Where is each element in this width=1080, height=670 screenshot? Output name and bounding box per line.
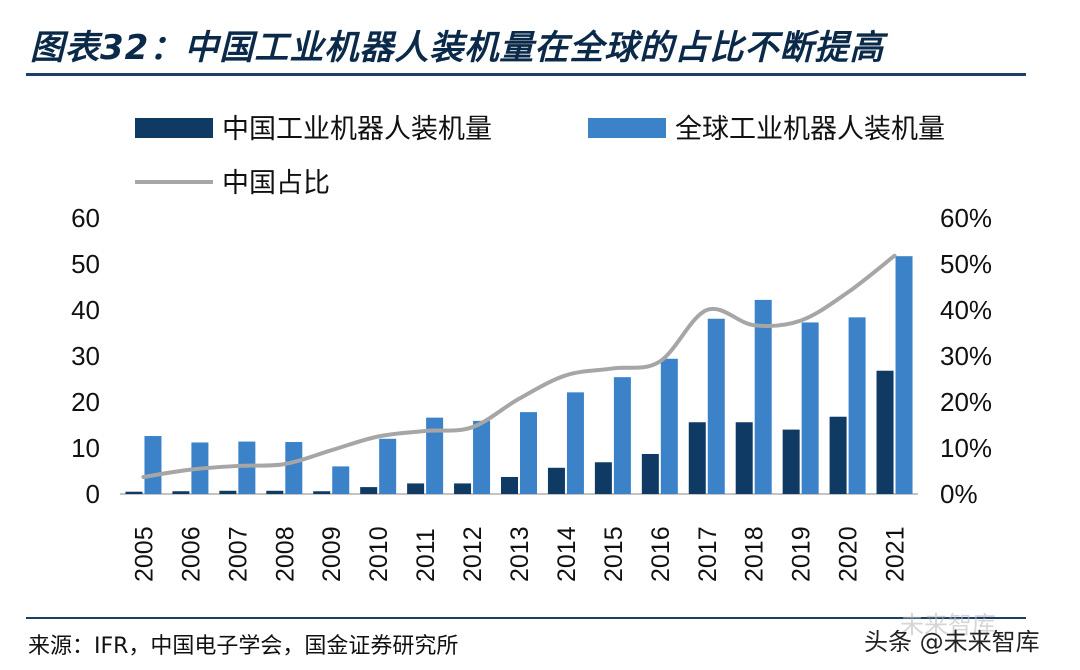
x-tick-label: 2019 bbox=[788, 526, 816, 582]
right-tick-label: 30% bbox=[940, 341, 992, 371]
bar-global bbox=[332, 466, 350, 494]
bar-global bbox=[707, 318, 725, 494]
bar-global bbox=[520, 412, 537, 494]
x-tick-label: 2015 bbox=[600, 526, 628, 582]
x-tick-label: 2021 bbox=[882, 526, 910, 582]
left-tick-label: 50 bbox=[71, 249, 100, 279]
bar-global bbox=[566, 392, 584, 494]
x-tick-label: 2006 bbox=[177, 526, 205, 582]
bar-global bbox=[379, 438, 397, 494]
x-tick-label: 2018 bbox=[741, 526, 769, 582]
left-tick-label: 60 bbox=[71, 203, 100, 233]
left-tick-label: 20 bbox=[71, 387, 100, 417]
bar-global bbox=[238, 441, 256, 494]
bar-china bbox=[407, 483, 425, 494]
footer-divider bbox=[26, 617, 1026, 619]
bar-china bbox=[360, 487, 378, 494]
right-tick-label: 50% bbox=[940, 249, 992, 279]
x-tick-label: 2010 bbox=[365, 526, 393, 582]
bar-china bbox=[313, 491, 331, 494]
left-tick-label: 40 bbox=[71, 295, 100, 325]
bar-global bbox=[473, 420, 491, 494]
legend-swatch-china bbox=[135, 118, 213, 138]
x-tick-label: 2005 bbox=[130, 526, 158, 582]
right-tick-label: 10% bbox=[940, 433, 992, 463]
watermark-faint: 未来智库 bbox=[900, 611, 996, 639]
source-note: 来源：IFR，中国电子学会，国金证券研究所 bbox=[28, 634, 459, 659]
chart-svg: 0 10 20 30 40 50 60 0% 10% 20% 30% 40% 50% 60% 2005 200… bbox=[71, 114, 992, 582]
bar-china bbox=[594, 462, 612, 494]
left-tick-label: 0 bbox=[86, 479, 100, 509]
x-tick-label: 2009 bbox=[318, 526, 346, 582]
bar-china bbox=[454, 483, 472, 494]
bar-china bbox=[125, 491, 143, 494]
right-tick-label: 60% bbox=[940, 203, 992, 233]
x-tick-label: 2007 bbox=[224, 526, 252, 582]
bar-global bbox=[144, 436, 162, 494]
x-tick-label: 2013 bbox=[506, 526, 534, 582]
x-tick-label: 2016 bbox=[647, 526, 675, 582]
bar-china bbox=[782, 429, 800, 494]
bar-global bbox=[801, 322, 819, 494]
legend-label-global: 全球工业机器人装机量 bbox=[675, 114, 945, 145]
x-tick-label: 2017 bbox=[694, 526, 722, 582]
legend-label-china: 中国工业机器人装机量 bbox=[222, 114, 492, 145]
bar-china bbox=[876, 370, 894, 494]
x-tick-label: 2014 bbox=[553, 526, 581, 582]
bar-china bbox=[688, 422, 706, 494]
bar-global bbox=[848, 317, 866, 494]
bar-global bbox=[426, 417, 444, 494]
bar-china bbox=[172, 491, 190, 494]
bar-global bbox=[895, 256, 913, 494]
legend-swatch-global bbox=[588, 118, 666, 138]
right-tick-label: 0% bbox=[940, 479, 978, 509]
left-tick-label: 10 bbox=[71, 433, 100, 463]
x-tick-label: 2012 bbox=[459, 526, 487, 582]
chart-title: 图表32：中国工业机器人装机量在全球的占比不断提高 bbox=[30, 28, 885, 68]
bar-china bbox=[829, 416, 847, 494]
bar-china bbox=[641, 453, 659, 494]
watermark: 头条 @未来智库 bbox=[864, 628, 1040, 656]
bar-global bbox=[660, 358, 678, 494]
title-divider bbox=[26, 73, 1026, 76]
legend-label-share: 中国占比 bbox=[222, 168, 330, 199]
bar-global bbox=[285, 442, 303, 494]
left-tick-label: 30 bbox=[71, 341, 100, 371]
bar-china bbox=[219, 490, 237, 494]
bar-china bbox=[501, 476, 518, 494]
right-tick-label: 40% bbox=[940, 295, 992, 325]
bar-china bbox=[266, 490, 284, 494]
line-china-share bbox=[141, 253, 897, 479]
x-tick-label: 2008 bbox=[271, 526, 299, 582]
bar-global bbox=[613, 377, 631, 494]
right-tick-label: 20% bbox=[940, 387, 992, 417]
bar-global bbox=[754, 299, 772, 494]
x-tick-label: 2011 bbox=[412, 528, 440, 582]
bar-china bbox=[735, 422, 753, 494]
x-tick-label: 2020 bbox=[835, 526, 863, 582]
bar-china bbox=[547, 467, 565, 494]
